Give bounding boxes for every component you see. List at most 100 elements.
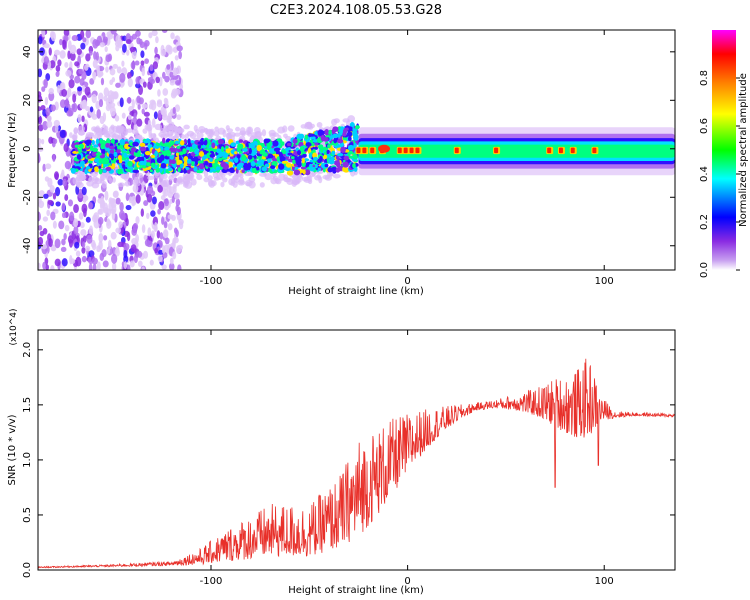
- spectrogram-noise-mark: [174, 55, 179, 61]
- snr-plot-area: [38, 330, 675, 570]
- spectrogram-noise-mark: [59, 129, 66, 139]
- spectrogram-trace-mark: [190, 167, 195, 172]
- spectrogram-trace-mark: [247, 154, 253, 160]
- spectrogram-trace-mark: [260, 160, 264, 166]
- spectrogram-trace-mark: [314, 146, 318, 150]
- spectrogram-halo-mark: [71, 134, 77, 140]
- spectrogram-noise-mark: [157, 89, 161, 97]
- spectrogram-noise-mark: [48, 91, 55, 102]
- spectrogram-noise-mark: [151, 30, 158, 37]
- spectrogram-trace-mark: [237, 143, 244, 150]
- spectrogram-noise-mark: [41, 30, 46, 38]
- spectrogram-noise-mark: [149, 64, 154, 72]
- spectrogram-trace-mark: [183, 161, 188, 165]
- spectrogram-noise-mark: [112, 177, 116, 183]
- spectrogram-noise-mark: [163, 97, 168, 104]
- spectrogram-noise-mark: [135, 76, 141, 85]
- spectrogram-noise-mark: [106, 218, 111, 227]
- spectrogram-noise-mark: [136, 250, 143, 258]
- spectrogram-trace-mark: [342, 161, 349, 168]
- spectrogram-noise-mark: [100, 202, 106, 209]
- spectrogram-trace-mark: [262, 152, 268, 157]
- snr-ytick-label: 1.5: [22, 397, 33, 413]
- spectrogram-noise-mark: [149, 99, 156, 106]
- snr-xlabel: Height of straight line (km): [288, 585, 424, 596]
- spectrogram-noise-mark: [163, 221, 168, 229]
- spectrogram-trace-mark: [286, 147, 291, 151]
- spectrogram-halo-mark: [186, 130, 195, 137]
- spectrogram-noise-mark: [126, 97, 132, 104]
- spectrogram-noise-mark: [81, 203, 88, 214]
- spectrogram-trace-mark: [281, 150, 287, 155]
- spectrogram-noise-mark: [149, 78, 156, 84]
- spectrogram-halo-mark: [132, 179, 139, 186]
- spectrogram-noise-mark: [129, 46, 136, 53]
- spectrogram-trace-mark: [93, 144, 99, 148]
- spectrogram-trace-mark: [94, 166, 99, 172]
- spectrogram-noise-mark: [55, 71, 60, 77]
- spectrogram-trace-mark: [269, 165, 276, 170]
- spectrogram-noise-mark: [63, 233, 67, 241]
- spectrogram-trace-mark: [100, 142, 105, 150]
- spectrogram-noise-mark: [96, 65, 100, 75]
- spectrogram-trace-mark: [251, 167, 257, 173]
- snr-ytick-label: 2.0: [22, 342, 33, 358]
- spectrogram-noise-mark: [167, 214, 174, 220]
- spectrogram-noise-mark: [81, 247, 86, 254]
- spectrogram-trace-mark: [140, 153, 145, 157]
- spectrogram-trace-mark: [130, 147, 137, 153]
- spectrogram-noise-mark: [53, 171, 60, 180]
- spectrogram-trace-mark: [162, 137, 166, 144]
- spectrogram-noise-mark: [39, 230, 45, 237]
- spectrogram-noise-mark: [50, 31, 56, 42]
- snr-ylabel: SNR (10 * v/v): [7, 414, 18, 485]
- spectrogram-noise-mark: [157, 208, 161, 215]
- spectrogram-noise-mark: [54, 49, 61, 56]
- spectrogram-noise-mark: [82, 37, 87, 43]
- spectrogram-noise-mark: [164, 75, 170, 83]
- spectrogram-noise-mark: [67, 199, 74, 207]
- spectrogram-marks: [38, 30, 675, 270]
- spectrogram-halo-mark: [226, 128, 234, 133]
- spectrogram-halo-mark: [100, 173, 106, 181]
- spectrogram-noise-mark: [45, 264, 49, 270]
- spectrogram-trace-mark: [99, 168, 103, 173]
- spectrogram-trace-mark: [257, 140, 261, 146]
- spectrogram-hot-mark: [378, 144, 391, 153]
- spectrogram-noise-mark: [174, 79, 181, 86]
- spectrogram-halo-mark: [222, 129, 227, 138]
- spectrogram-trace-mark: [117, 168, 122, 175]
- spectrogram-trace-mark: [132, 169, 140, 173]
- spectrogram-noise-mark: [163, 229, 168, 239]
- spectrogram-noise-mark: [38, 138, 42, 145]
- snr-multiplier: (x10^4): [9, 308, 19, 345]
- spectrogram-hot-mark: [547, 147, 552, 154]
- spectrogram-noise-mark: [83, 64, 89, 71]
- spectrogram-noise-mark: [88, 50, 93, 56]
- colorbar-tick-label: 0.0: [699, 262, 710, 278]
- spectrogram-trace-mark: [300, 166, 307, 170]
- spectrogram-noise-mark: [169, 71, 174, 78]
- spectrogram-trace-mark: [340, 146, 346, 153]
- spectrogram-noise-mark: [127, 114, 132, 120]
- spectrogram-noise-mark: [60, 246, 67, 253]
- spectrogram-noise-mark: [74, 75, 81, 84]
- spectrogram-trace-mark: [216, 148, 222, 154]
- spectrogram-noise-mark: [93, 51, 97, 60]
- snr-ytick-label: 0.5: [22, 507, 33, 523]
- spectrogram-trace-mark: [243, 165, 249, 171]
- spectrogram-trace-mark: [191, 143, 196, 150]
- spectrogram-trace-mark: [300, 169, 304, 174]
- spectrogram-noise-mark: [177, 264, 182, 270]
- spectrogram-halo-mark: [235, 126, 241, 132]
- spectrogram-trace-mark: [313, 156, 319, 161]
- spectrogram-noise-mark: [164, 204, 170, 211]
- spectrogram-noise-mark: [112, 63, 118, 70]
- spectrogram-noise-mark: [81, 84, 86, 93]
- spectrogram-noise-mark: [50, 211, 56, 221]
- spectrogram-trace-mark: [233, 157, 239, 163]
- spectrogram-noise-mark: [119, 97, 124, 108]
- spectrogram-trace-mark: [304, 169, 311, 176]
- spectrogram-trace-mark: [266, 142, 271, 149]
- spectrogram-noise-mark: [126, 71, 132, 80]
